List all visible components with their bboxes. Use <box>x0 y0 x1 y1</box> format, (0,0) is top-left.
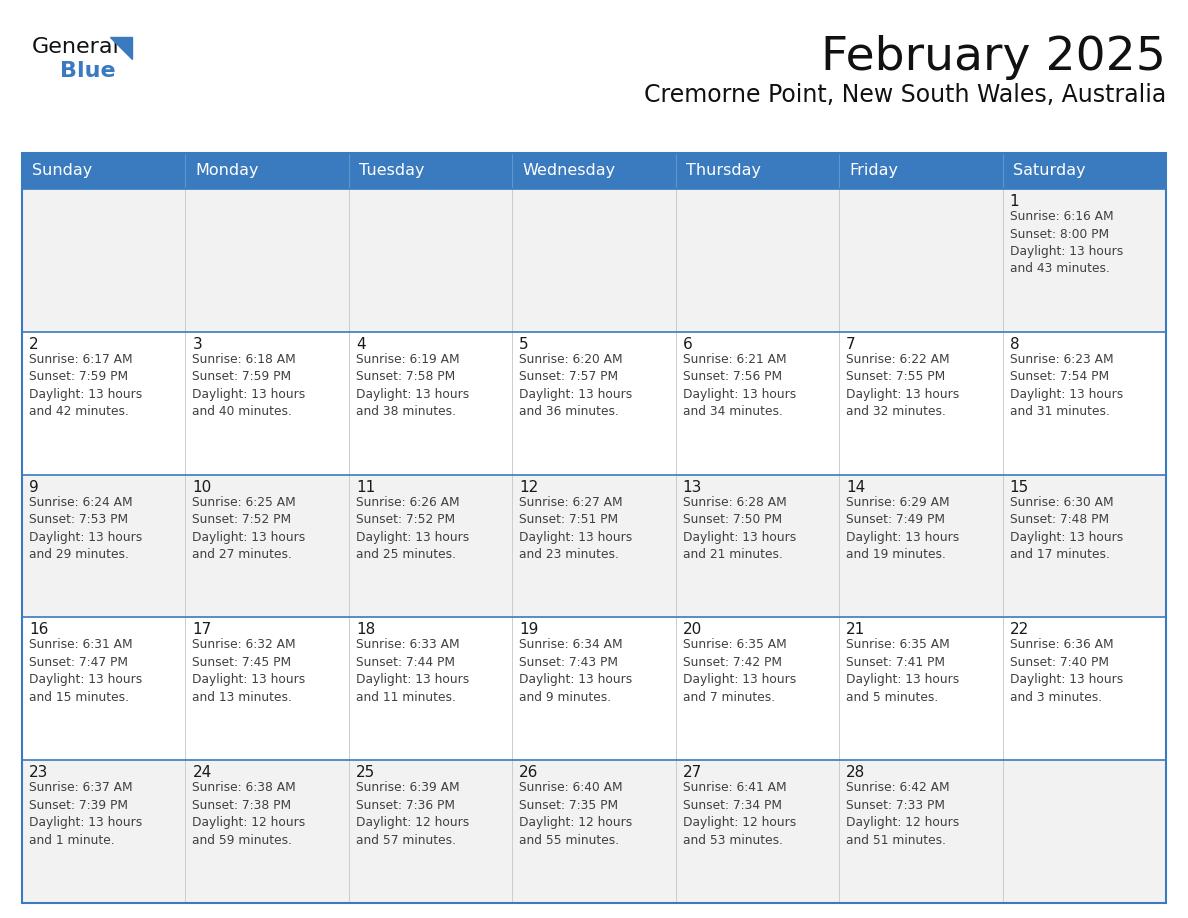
Text: Sunrise: 6:20 AM
Sunset: 7:57 PM
Daylight: 13 hours
and 36 minutes.: Sunrise: 6:20 AM Sunset: 7:57 PM Dayligh… <box>519 353 632 419</box>
Bar <box>23 153 1165 903</box>
Text: 8: 8 <box>1010 337 1019 352</box>
Text: General: General <box>32 37 120 57</box>
Text: 24: 24 <box>192 766 211 780</box>
Text: 20: 20 <box>683 622 702 637</box>
Bar <box>23 475 1165 618</box>
Text: 14: 14 <box>846 479 865 495</box>
Text: 28: 28 <box>846 766 865 780</box>
Text: Sunrise: 6:22 AM
Sunset: 7:55 PM
Daylight: 13 hours
and 32 minutes.: Sunrise: 6:22 AM Sunset: 7:55 PM Dayligh… <box>846 353 960 419</box>
Text: 12: 12 <box>519 479 538 495</box>
Text: Sunrise: 6:28 AM
Sunset: 7:50 PM
Daylight: 13 hours
and 21 minutes.: Sunrise: 6:28 AM Sunset: 7:50 PM Dayligh… <box>683 496 796 561</box>
Text: 16: 16 <box>29 622 49 637</box>
Text: Sunrise: 6:17 AM
Sunset: 7:59 PM
Daylight: 13 hours
and 42 minutes.: Sunrise: 6:17 AM Sunset: 7:59 PM Dayligh… <box>29 353 143 419</box>
Text: Sunrise: 6:38 AM
Sunset: 7:38 PM
Daylight: 12 hours
and 59 minutes.: Sunrise: 6:38 AM Sunset: 7:38 PM Dayligh… <box>192 781 305 846</box>
Text: 7: 7 <box>846 337 855 352</box>
Text: Sunrise: 6:40 AM
Sunset: 7:35 PM
Daylight: 12 hours
and 55 minutes.: Sunrise: 6:40 AM Sunset: 7:35 PM Dayligh… <box>519 781 632 846</box>
Text: 11: 11 <box>356 479 375 495</box>
Text: 9: 9 <box>29 479 39 495</box>
Text: 22: 22 <box>1010 622 1029 637</box>
Text: Tuesday: Tuesday <box>359 163 424 178</box>
Bar <box>23 153 1165 189</box>
Text: Sunrise: 6:23 AM
Sunset: 7:54 PM
Daylight: 13 hours
and 31 minutes.: Sunrise: 6:23 AM Sunset: 7:54 PM Dayligh… <box>1010 353 1123 419</box>
Text: Sunrise: 6:24 AM
Sunset: 7:53 PM
Daylight: 13 hours
and 29 minutes.: Sunrise: 6:24 AM Sunset: 7:53 PM Dayligh… <box>29 496 143 561</box>
Text: Sunrise: 6:29 AM
Sunset: 7:49 PM
Daylight: 13 hours
and 19 minutes.: Sunrise: 6:29 AM Sunset: 7:49 PM Dayligh… <box>846 496 960 561</box>
Text: Blue: Blue <box>61 61 115 81</box>
Text: Sunrise: 6:35 AM
Sunset: 7:41 PM
Daylight: 13 hours
and 5 minutes.: Sunrise: 6:35 AM Sunset: 7:41 PM Dayligh… <box>846 638 960 704</box>
Text: Sunrise: 6:34 AM
Sunset: 7:43 PM
Daylight: 13 hours
and 9 minutes.: Sunrise: 6:34 AM Sunset: 7:43 PM Dayligh… <box>519 638 632 704</box>
Text: 3: 3 <box>192 337 202 352</box>
Text: Friday: Friday <box>849 163 898 178</box>
Bar <box>23 189 1165 331</box>
Text: 6: 6 <box>683 337 693 352</box>
Text: 1: 1 <box>1010 194 1019 209</box>
Text: 19: 19 <box>519 622 538 637</box>
Text: 21: 21 <box>846 622 865 637</box>
Text: Sunrise: 6:33 AM
Sunset: 7:44 PM
Daylight: 13 hours
and 11 minutes.: Sunrise: 6:33 AM Sunset: 7:44 PM Dayligh… <box>356 638 469 704</box>
Text: 18: 18 <box>356 622 375 637</box>
Text: Sunrise: 6:25 AM
Sunset: 7:52 PM
Daylight: 13 hours
and 27 minutes.: Sunrise: 6:25 AM Sunset: 7:52 PM Dayligh… <box>192 496 305 561</box>
Text: 25: 25 <box>356 766 375 780</box>
Text: 4: 4 <box>356 337 366 352</box>
Text: Monday: Monday <box>196 163 259 178</box>
Text: Sunrise: 6:32 AM
Sunset: 7:45 PM
Daylight: 13 hours
and 13 minutes.: Sunrise: 6:32 AM Sunset: 7:45 PM Dayligh… <box>192 638 305 704</box>
Text: Sunrise: 6:21 AM
Sunset: 7:56 PM
Daylight: 13 hours
and 34 minutes.: Sunrise: 6:21 AM Sunset: 7:56 PM Dayligh… <box>683 353 796 419</box>
Bar <box>23 760 1165 903</box>
Text: Sunrise: 6:30 AM
Sunset: 7:48 PM
Daylight: 13 hours
and 17 minutes.: Sunrise: 6:30 AM Sunset: 7:48 PM Dayligh… <box>1010 496 1123 561</box>
Text: February 2025: February 2025 <box>821 35 1165 80</box>
Text: Sunrise: 6:19 AM
Sunset: 7:58 PM
Daylight: 13 hours
and 38 minutes.: Sunrise: 6:19 AM Sunset: 7:58 PM Dayligh… <box>356 353 469 419</box>
Text: Sunrise: 6:31 AM
Sunset: 7:47 PM
Daylight: 13 hours
and 15 minutes.: Sunrise: 6:31 AM Sunset: 7:47 PM Dayligh… <box>29 638 143 704</box>
Polygon shape <box>110 37 132 59</box>
Text: Sunrise: 6:36 AM
Sunset: 7:40 PM
Daylight: 13 hours
and 3 minutes.: Sunrise: 6:36 AM Sunset: 7:40 PM Dayligh… <box>1010 638 1123 704</box>
Text: 17: 17 <box>192 622 211 637</box>
Text: 10: 10 <box>192 479 211 495</box>
Text: Sunrise: 6:18 AM
Sunset: 7:59 PM
Daylight: 13 hours
and 40 minutes.: Sunrise: 6:18 AM Sunset: 7:59 PM Dayligh… <box>192 353 305 419</box>
Text: 27: 27 <box>683 766 702 780</box>
Text: 26: 26 <box>519 766 538 780</box>
Text: Sunrise: 6:16 AM
Sunset: 8:00 PM
Daylight: 13 hours
and 43 minutes.: Sunrise: 6:16 AM Sunset: 8:00 PM Dayligh… <box>1010 210 1123 275</box>
Text: Sunrise: 6:41 AM
Sunset: 7:34 PM
Daylight: 12 hours
and 53 minutes.: Sunrise: 6:41 AM Sunset: 7:34 PM Dayligh… <box>683 781 796 846</box>
Text: Sunrise: 6:37 AM
Sunset: 7:39 PM
Daylight: 13 hours
and 1 minute.: Sunrise: 6:37 AM Sunset: 7:39 PM Dayligh… <box>29 781 143 846</box>
Text: Sunday: Sunday <box>32 163 93 178</box>
Text: 15: 15 <box>1010 479 1029 495</box>
Bar <box>23 618 1165 760</box>
Text: 5: 5 <box>519 337 529 352</box>
Text: 23: 23 <box>29 766 49 780</box>
Text: Sunrise: 6:27 AM
Sunset: 7:51 PM
Daylight: 13 hours
and 23 minutes.: Sunrise: 6:27 AM Sunset: 7:51 PM Dayligh… <box>519 496 632 561</box>
Text: 13: 13 <box>683 479 702 495</box>
Text: Saturday: Saturday <box>1012 163 1085 178</box>
Text: Thursday: Thursday <box>685 163 760 178</box>
Text: Cremorne Point, New South Wales, Australia: Cremorne Point, New South Wales, Austral… <box>644 83 1165 107</box>
Text: Sunrise: 6:26 AM
Sunset: 7:52 PM
Daylight: 13 hours
and 25 minutes.: Sunrise: 6:26 AM Sunset: 7:52 PM Dayligh… <box>356 496 469 561</box>
Text: Sunrise: 6:39 AM
Sunset: 7:36 PM
Daylight: 12 hours
and 57 minutes.: Sunrise: 6:39 AM Sunset: 7:36 PM Dayligh… <box>356 781 469 846</box>
Text: 2: 2 <box>29 337 39 352</box>
Text: Sunrise: 6:42 AM
Sunset: 7:33 PM
Daylight: 12 hours
and 51 minutes.: Sunrise: 6:42 AM Sunset: 7:33 PM Dayligh… <box>846 781 960 846</box>
Bar <box>23 331 1165 475</box>
Text: Sunrise: 6:35 AM
Sunset: 7:42 PM
Daylight: 13 hours
and 7 minutes.: Sunrise: 6:35 AM Sunset: 7:42 PM Dayligh… <box>683 638 796 704</box>
Text: Wednesday: Wednesday <box>523 163 615 178</box>
